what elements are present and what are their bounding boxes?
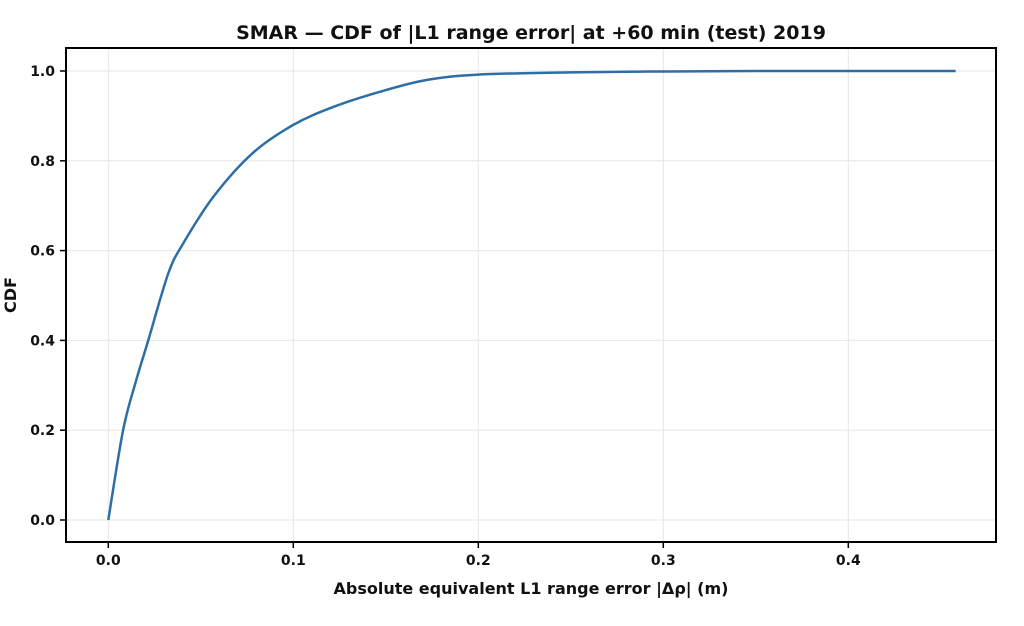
y-axis-ticks: 0.0 0.2 0.4 0.6 0.8 1.0 xyxy=(30,64,66,529)
x-tick-label: 0.3 xyxy=(651,553,676,569)
y-tick-label: 0.8 xyxy=(30,154,55,170)
series-lines xyxy=(107,69,956,521)
y-tick-label: 0.0 xyxy=(30,513,55,529)
grid xyxy=(66,48,996,542)
chart-title: SMAR — CDF of |L1 range error| at +60 mi… xyxy=(236,22,826,44)
x-tick-label: 0.2 xyxy=(466,553,491,569)
y-tick-label: 1.0 xyxy=(30,64,55,80)
x-axis-label: Absolute equivalent L1 range error |Δρ| … xyxy=(334,579,729,599)
x-tick-label: 0.4 xyxy=(836,553,861,569)
y-tick-label: 0.2 xyxy=(30,423,55,439)
x-tick-label: 0.1 xyxy=(281,553,306,569)
y-tick-label: 0.4 xyxy=(30,333,55,349)
y-axis-label: CDF xyxy=(1,277,20,313)
x-tick-label: 0.0 xyxy=(96,553,121,569)
x-axis-ticks: 0.0 0.1 0.2 0.3 0.4 xyxy=(96,542,861,569)
plot-frame xyxy=(65,47,997,543)
cdf-line xyxy=(107,69,956,521)
y-tick-label: 0.6 xyxy=(30,244,55,260)
